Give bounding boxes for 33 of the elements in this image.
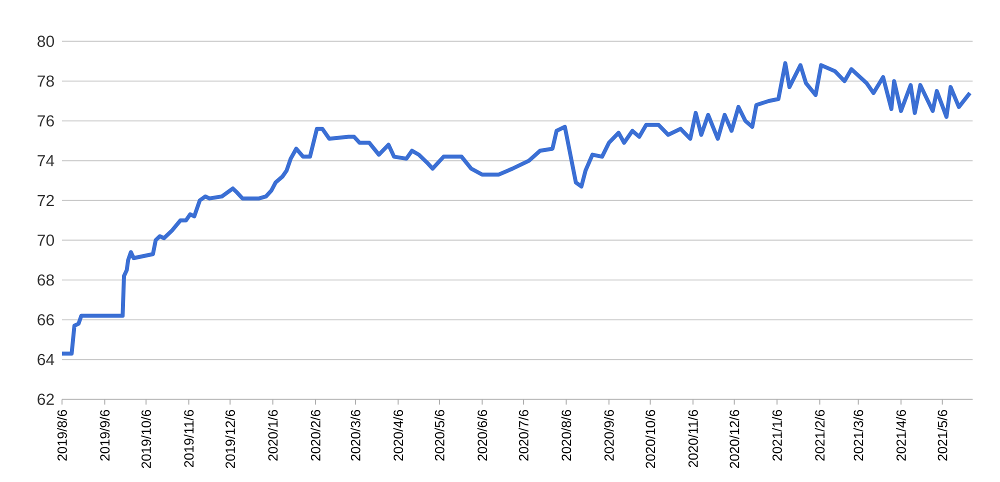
x-tick-label: 2021/4/6 (896, 410, 906, 461)
y-tick-label: 74 (38, 155, 54, 166)
x-tick-label: 2020/6/6 (477, 410, 488, 461)
x-tick-label: 2021/5/6 (937, 410, 948, 461)
x-tick-label: 2020/10/6 (645, 410, 656, 468)
y-tick-label: 70 (38, 234, 54, 246)
x-tick-label: 2019/11/6 (184, 410, 194, 468)
y-tick-label: 76 (38, 115, 54, 127)
x-tick-label: 2020/3/6 (350, 410, 360, 461)
x-tick-label: 2021/2/6 (814, 410, 825, 461)
y-tick-label: 62 (38, 394, 54, 405)
x-tick-label: 2020/4/6 (393, 410, 404, 461)
y-tick-label: 78 (38, 75, 54, 87)
y-tick-label: 66 (38, 314, 54, 326)
x-tick-label: 2020/2/6 (310, 410, 320, 461)
y-tick-label: 72 (38, 194, 54, 206)
x-tick-label: 2020/7/6 (518, 410, 528, 461)
x-tick-label: 2020/8/6 (561, 410, 572, 461)
y-tick-label: 80 (38, 36, 54, 47)
x-tick-label: 2019/10/6 (141, 410, 151, 468)
y-tick-label: 68 (38, 274, 54, 286)
x-tick-label: 2020/1/6 (268, 410, 278, 461)
x-tick-label: 2019/9/6 (100, 410, 110, 461)
line-series (60, 61, 972, 356)
y-tick-label: 64 (38, 354, 54, 366)
x-tick-label: 2020/11/6 (688, 410, 698, 468)
x-tick-label: 2019/8/6 (57, 410, 67, 461)
x-tick-label: 2021/3/6 (853, 410, 864, 461)
x-tick-label: 2019/12/6 (225, 410, 235, 468)
x-tick-label: 2020/12/6 (729, 410, 740, 468)
x-tick-label: 2020/9/6 (604, 410, 614, 461)
x-tick-label: 2020/5/6 (434, 410, 444, 461)
x-tick-label: 2021/1/6 (772, 410, 782, 461)
